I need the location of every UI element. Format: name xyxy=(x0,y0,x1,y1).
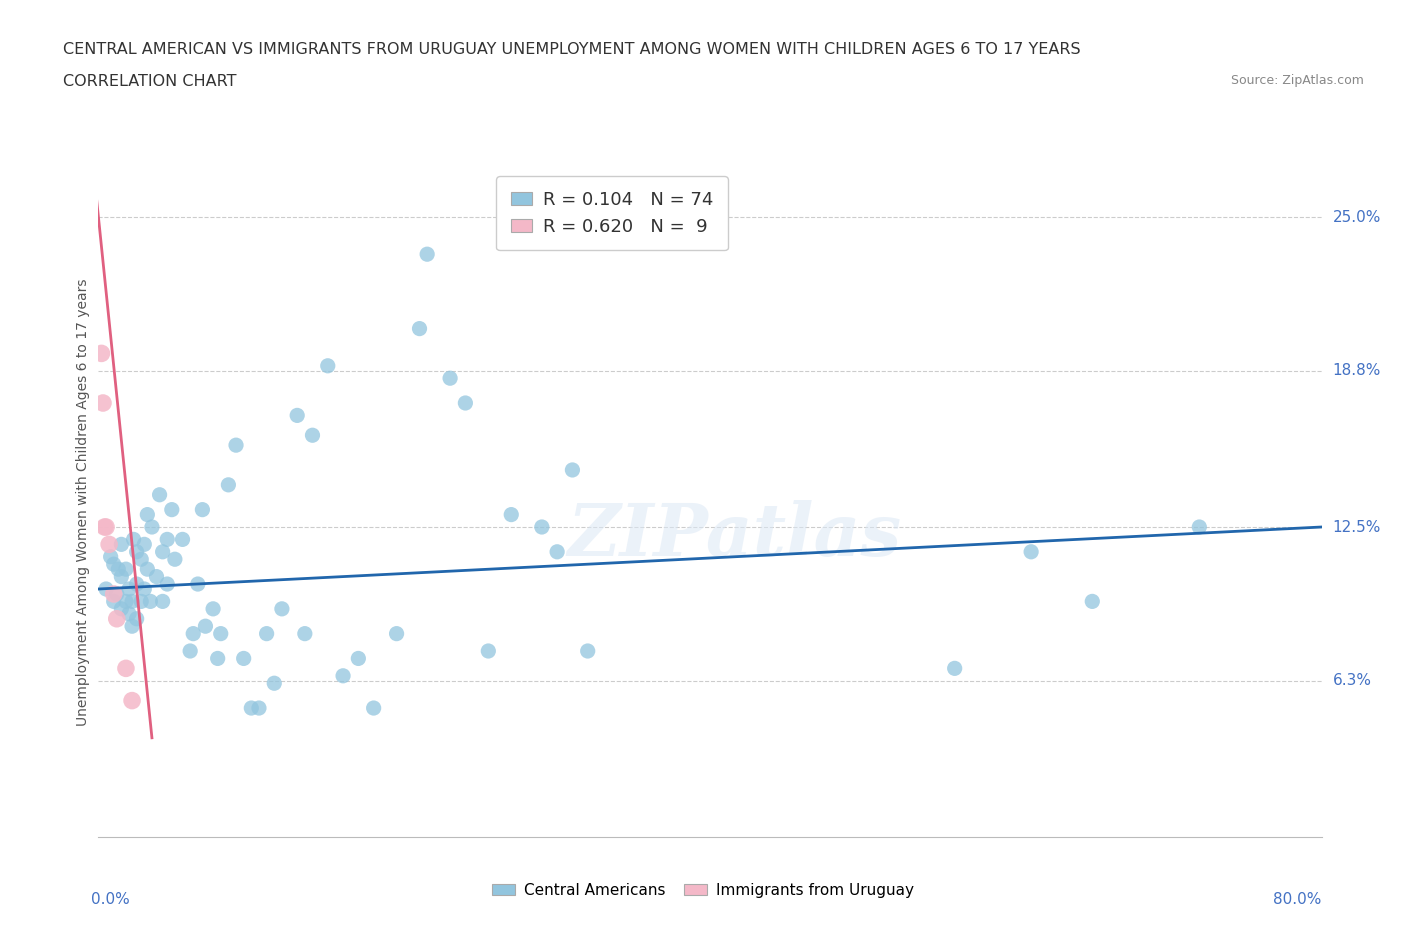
Point xyxy=(163,551,186,566)
Point xyxy=(141,520,163,535)
Point xyxy=(121,594,143,609)
Point xyxy=(256,626,278,641)
Point xyxy=(194,618,217,633)
Text: 80.0%: 80.0% xyxy=(1274,892,1322,907)
Text: 6.3%: 6.3% xyxy=(1333,673,1372,688)
Point xyxy=(546,544,568,559)
Text: 25.0%: 25.0% xyxy=(1333,209,1381,224)
Point xyxy=(477,644,499,658)
Point xyxy=(136,507,159,522)
Point xyxy=(217,477,239,492)
Point xyxy=(561,462,583,477)
Point xyxy=(145,569,167,584)
Point xyxy=(160,502,183,517)
Point xyxy=(115,594,138,609)
Point xyxy=(501,507,523,522)
Y-axis label: Unemployment Among Women with Children Ages 6 to 17 years: Unemployment Among Women with Children A… xyxy=(76,278,90,726)
Point xyxy=(439,371,461,386)
Point xyxy=(91,395,114,410)
Point xyxy=(294,626,316,641)
Point xyxy=(149,487,172,502)
Point xyxy=(103,557,125,572)
Point xyxy=(181,626,204,641)
Point xyxy=(105,587,128,602)
Point xyxy=(240,700,263,715)
Point xyxy=(408,321,430,336)
Point xyxy=(93,520,115,535)
Point xyxy=(270,602,292,617)
Point xyxy=(576,644,599,658)
Point xyxy=(209,626,232,641)
Point xyxy=(136,562,159,577)
Point xyxy=(121,693,143,708)
Text: CENTRAL AMERICAN VS IMMIGRANTS FROM URUGUAY UNEMPLOYMENT AMONG WOMEN WITH CHILDR: CENTRAL AMERICAN VS IMMIGRANTS FROM URUG… xyxy=(63,42,1081,57)
Point xyxy=(125,544,148,559)
Text: Source: ZipAtlas.com: Source: ZipAtlas.com xyxy=(1230,74,1364,87)
Point xyxy=(1188,520,1211,535)
Point xyxy=(202,602,225,617)
Point xyxy=(152,594,174,609)
Point xyxy=(121,618,143,633)
Point xyxy=(172,532,194,547)
Point xyxy=(454,395,477,410)
Legend: Central Americans, Immigrants from Uruguay: Central Americans, Immigrants from Urugu… xyxy=(486,877,920,904)
Point xyxy=(115,562,138,577)
Point xyxy=(129,551,152,566)
Point xyxy=(191,502,214,517)
Point xyxy=(332,669,354,684)
Point xyxy=(301,428,323,443)
Point xyxy=(207,651,229,666)
Point xyxy=(98,537,121,551)
Point xyxy=(530,520,553,535)
Point xyxy=(110,569,132,584)
Text: CORRELATION CHART: CORRELATION CHART xyxy=(63,74,236,89)
Point xyxy=(134,581,156,596)
Point xyxy=(225,438,247,453)
Point xyxy=(139,594,162,609)
Point xyxy=(122,532,145,547)
Text: 0.0%: 0.0% xyxy=(91,892,129,907)
Point xyxy=(943,661,966,676)
Point xyxy=(1019,544,1042,559)
Point xyxy=(385,626,408,641)
Point xyxy=(129,594,152,609)
Point xyxy=(110,602,132,617)
Point xyxy=(263,676,285,691)
Point xyxy=(363,700,385,715)
Point xyxy=(247,700,270,715)
Point xyxy=(90,346,112,361)
Point xyxy=(107,562,129,577)
Point xyxy=(232,651,254,666)
Text: ZIPatlas: ZIPatlas xyxy=(568,500,901,571)
Point xyxy=(347,651,370,666)
Point xyxy=(187,577,209,591)
Point xyxy=(125,611,148,626)
Point xyxy=(110,537,132,551)
Point xyxy=(103,587,125,602)
Point xyxy=(118,581,141,596)
Point xyxy=(152,544,174,559)
Point xyxy=(103,594,125,609)
Point xyxy=(416,246,439,261)
Point xyxy=(125,577,148,591)
Point xyxy=(134,537,156,551)
Point xyxy=(156,577,179,591)
Point xyxy=(100,550,122,565)
Point xyxy=(94,520,117,535)
Legend: R = 0.104   N = 74, R = 0.620   N =  9: R = 0.104 N = 74, R = 0.620 N = 9 xyxy=(496,177,728,250)
Point xyxy=(179,644,201,658)
Text: 12.5%: 12.5% xyxy=(1333,520,1381,535)
Point xyxy=(118,606,141,621)
Point xyxy=(316,358,339,373)
Point xyxy=(156,532,179,547)
Point xyxy=(94,581,117,596)
Point xyxy=(115,661,138,676)
Point xyxy=(105,611,128,626)
Point xyxy=(285,408,308,423)
Text: 18.8%: 18.8% xyxy=(1333,364,1381,379)
Point xyxy=(1081,594,1104,609)
